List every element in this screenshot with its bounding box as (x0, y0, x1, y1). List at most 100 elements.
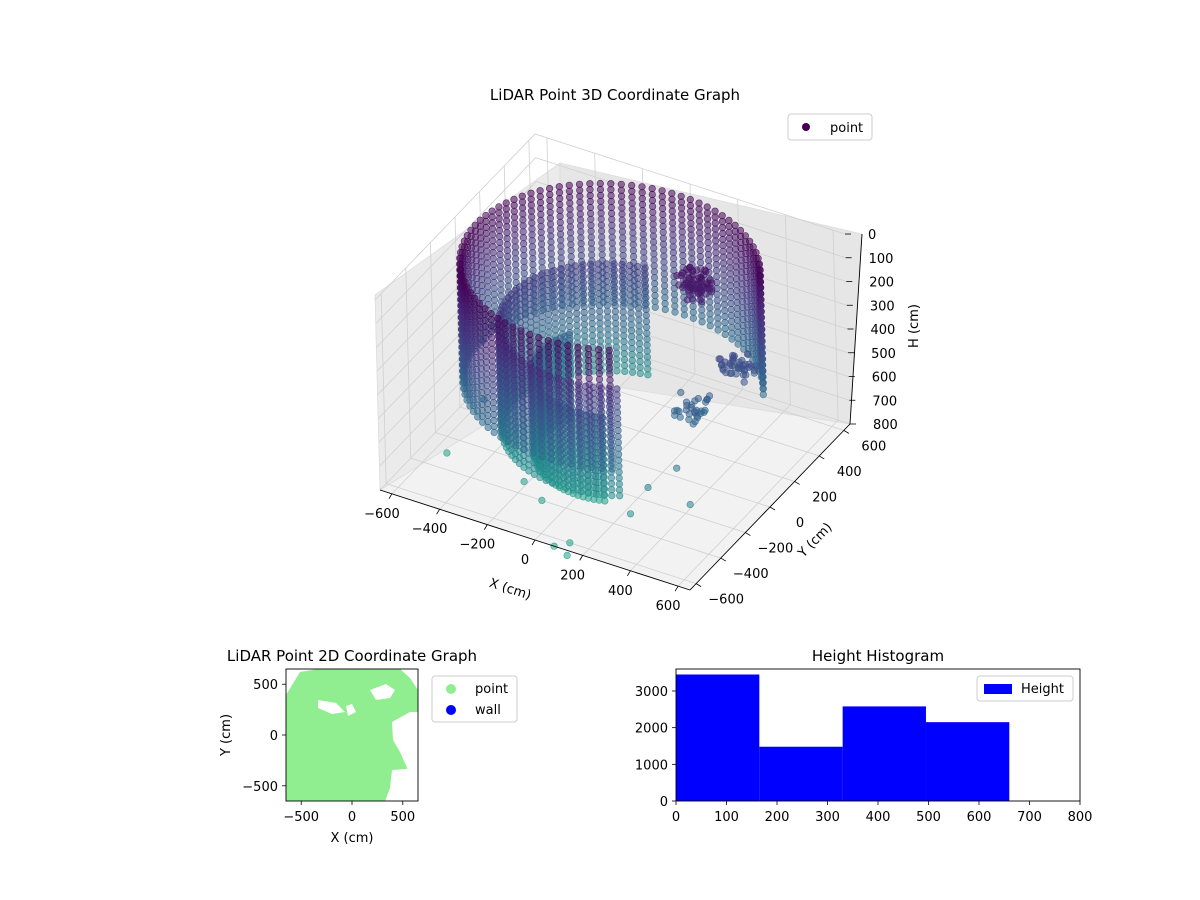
plot3d-point (649, 208, 657, 216)
plot3d-point (537, 210, 545, 218)
plot3d-point (679, 252, 687, 260)
plot3d-point (695, 205, 703, 213)
plot3d-point (634, 298, 643, 306)
plot3d-point (511, 249, 520, 257)
plot3d-z-axis (849, 233, 863, 425)
plot3d-z-tick-label: 200 (869, 276, 894, 291)
plot3d-point (576, 408, 584, 417)
plot3d-point (482, 364, 491, 372)
plot3d-point (596, 387, 604, 395)
plot3d-point (659, 210, 667, 219)
plot3d-point (608, 453, 616, 461)
plot3d-point (759, 367, 767, 375)
plot3d-point (706, 298, 714, 306)
plot3d-point (547, 232, 555, 240)
histogram-ticks: 0 100 200 300 400 500 600 700 800 0 1000 2000 3000 (635, 685, 1093, 825)
plot3d-point (545, 184, 554, 193)
plot3d-point (669, 237, 677, 245)
plot3d-point (721, 358, 729, 366)
plot3d-point (503, 390, 511, 398)
plot3d-point (537, 271, 545, 279)
plot3d-point (585, 374, 593, 382)
plot3d-point (494, 332, 502, 340)
histogram-x-tick-label: 0 (672, 810, 680, 825)
plot3d-point (497, 292, 505, 300)
plot3d-point (687, 243, 696, 251)
plot3d-point (567, 460, 575, 468)
plot3d-y-tick-label: 0 (796, 516, 804, 531)
plot3d-point (558, 312, 566, 320)
plot3d-point (503, 223, 511, 231)
plot2d-legend-wall-label: wall (475, 703, 501, 718)
plot3d-point (490, 410, 498, 419)
plot3d-point (483, 259, 491, 267)
plot3d-point (604, 313, 612, 321)
plot3d-point (696, 288, 704, 297)
plot3d-point (673, 464, 681, 472)
plot3d-point (483, 394, 491, 402)
plot3d-point (718, 218, 727, 226)
plot3d-point (713, 308, 722, 316)
plot3d-point (628, 333, 636, 341)
plot3d-point (587, 245, 596, 253)
plot2d-legend-wall-marker (446, 705, 456, 715)
plot3d-point (706, 316, 714, 324)
plot3d-point (704, 239, 712, 247)
plot3d-point (566, 199, 574, 207)
plot3d-point (712, 261, 721, 269)
plot3d-point (544, 348, 553, 357)
plot3d-point (607, 406, 615, 414)
plot3d-point (586, 260, 595, 268)
plot3d-point (509, 329, 517, 337)
plot3d-point (639, 236, 648, 244)
plot3d-point (518, 204, 527, 212)
plot3d-point (642, 311, 650, 320)
plot3d-point (557, 265, 565, 273)
plot2d-legend-point-marker (446, 684, 456, 694)
plot3d-point (757, 319, 766, 327)
plot3d-point (547, 443, 555, 452)
plot3d-point (639, 224, 647, 232)
plot3d-point (660, 276, 669, 284)
plot3d-point (720, 301, 729, 309)
plot3d-point (619, 308, 627, 316)
plot3d-point (481, 316, 489, 325)
plot3d-point (756, 272, 764, 280)
plot3d-point (576, 198, 584, 206)
plot3d-y-tick-mark (769, 506, 776, 511)
plot3d-point (518, 351, 526, 359)
plot3d-point (564, 341, 572, 350)
histogram-legend-marker (984, 684, 1012, 694)
plot3d-point (600, 491, 608, 499)
plot3d-point (555, 183, 563, 191)
plot3d-point (677, 204, 686, 212)
plot3d-point (668, 189, 676, 197)
plot3d-point (579, 279, 588, 287)
plot2d-gap-top (370, 684, 395, 700)
plot3d-point (594, 260, 603, 268)
plot3d-z-label: H (cm) (907, 304, 922, 348)
plot3d-point (618, 260, 626, 269)
plot3d-point (628, 193, 636, 201)
plot3d-point (443, 449, 451, 457)
plot3d-point (608, 492, 616, 500)
plot3d-point (527, 384, 535, 392)
plot3d-point (584, 345, 592, 353)
plot3d-point (495, 380, 504, 388)
plot2d-y-tick-label: −500 (242, 780, 278, 795)
histogram-x-tick-label: 400 (866, 810, 891, 825)
plot3d-point (687, 213, 695, 221)
plot3d-point (573, 333, 581, 341)
plot3d-point (572, 303, 581, 312)
plot3d-y-tick-mark (695, 583, 702, 587)
plot3d-point (548, 479, 557, 487)
plot3d-point (602, 266, 611, 274)
plot3d-point (528, 431, 537, 440)
plot3d-point (573, 315, 581, 323)
plot3d-point (482, 346, 490, 354)
plot3d-y-tick-mark (720, 557, 726, 562)
plot3d-point (490, 296, 499, 304)
plot2d-legend-point-label: point (475, 682, 508, 697)
plot3d-point (607, 180, 615, 188)
